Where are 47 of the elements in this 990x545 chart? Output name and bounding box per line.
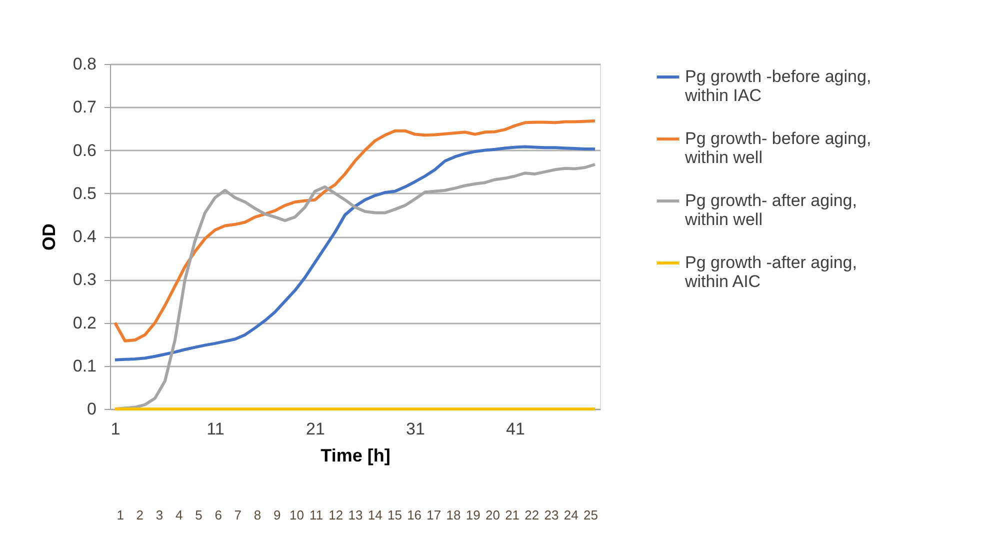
x2-tick-label: 18: [446, 508, 461, 522]
x2-tick-label: 16: [407, 508, 422, 522]
y-tick-label: 0.5: [72, 184, 96, 203]
x2-tick-label: 21: [505, 508, 520, 522]
y-tick-label: 0.4: [72, 227, 96, 246]
x2-tick-label: 22: [524, 508, 540, 522]
x-tick-label: 31: [406, 420, 425, 438]
x2-tick-label: 23: [544, 508, 559, 522]
x-tick-label: 1: [110, 420, 120, 438]
line-series: [114, 119, 596, 342]
x-tick-label: 11: [206, 420, 224, 438]
legend-label: Pg growth- after aging, within well: [684, 191, 857, 229]
x2-tick-label: 5: [195, 508, 202, 522]
x2-tick-label: 14: [368, 508, 382, 522]
x2-tick-label: 20: [485, 508, 500, 522]
x-axis-title: Time [h]: [320, 446, 390, 466]
x2-tick-label: 8: [254, 508, 262, 522]
x-tick-label: 41: [506, 420, 525, 438]
y-tick-label: 0.8: [72, 54, 96, 74]
y-tick-label: 0: [87, 400, 96, 418]
y-tick-label: 0.1: [72, 356, 96, 376]
x2-tick-label: 10: [289, 508, 304, 522]
x2-tick-label: 24: [564, 508, 578, 522]
legend-label: Pg growth- before aging, within well: [684, 129, 872, 167]
y-tick-label: 0.6: [72, 140, 96, 160]
x2-tick-label: 7: [234, 508, 242, 522]
x2-tick-label: 3: [156, 508, 164, 522]
legend-label: Pg growth -after aging, within AIC: [684, 253, 857, 291]
y-tick-label: 0.3: [72, 270, 96, 290]
x-tick-label: 21: [306, 420, 325, 438]
x2-tick-label: 9: [273, 508, 281, 522]
x2-tick-label: 12: [328, 508, 344, 522]
x2-tick-label: 1: [116, 508, 124, 522]
y-axis-title: OD: [38, 224, 59, 250]
x2-tick-label: 11: [310, 508, 324, 522]
y-tick-label: 0.2: [72, 313, 96, 332]
x2-tick-label: 17: [426, 508, 442, 522]
x2-tick-label: 4: [175, 508, 183, 522]
x2-tick-label: 6: [214, 508, 222, 522]
line-series: [114, 145, 596, 362]
x2-tick-label: 25: [583, 508, 598, 522]
x2-tick-label: 15: [387, 508, 402, 522]
x2-tick-label: 2: [136, 508, 144, 522]
x2-tick-label: 19: [466, 508, 480, 522]
x2-tick-label: 13: [348, 508, 363, 522]
legend-label: Pg growth -before aging, within IAC: [684, 67, 872, 105]
y-tick-label: 0.7: [72, 98, 96, 117]
